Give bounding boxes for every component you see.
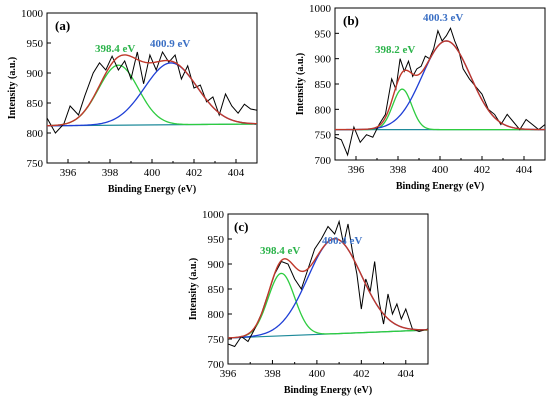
- y-tick-label: 900: [27, 68, 44, 80]
- y-tick-label: 950: [27, 38, 44, 50]
- panel-label: (b): [343, 13, 359, 28]
- y-tick-label: 850: [315, 79, 332, 91]
- x-tick-label: 400: [144, 167, 161, 179]
- x-tick-label: 396: [220, 368, 237, 380]
- y-axis-label: Intensity (a.u.): [188, 258, 199, 321]
- y-tick-label: 850: [27, 98, 44, 110]
- y-tick-label: 950: [315, 28, 332, 40]
- x-tick-label: 402: [353, 368, 370, 380]
- x-tick-label: 400: [309, 368, 326, 380]
- y-tick-label: 700: [315, 155, 332, 167]
- y-tick-label: 1000: [202, 209, 225, 221]
- peak-label: 400.3 eV: [423, 12, 463, 24]
- panel-b: 396 398 400 402 404 700 750 800 850 900 950 1000 Bin…: [295, 3, 546, 192]
- y-tick-label: 750: [27, 158, 44, 170]
- raw-data-line: [335, 27, 545, 157]
- y-axis-label: Intensity (a.u.): [7, 57, 18, 120]
- panel-c: 396 398 400 402 404 700 750 800 850 900 950 1000 Bin…: [188, 209, 429, 396]
- component-peak-pyridinic: [228, 272, 428, 339]
- y-tick-label: 950: [208, 234, 225, 246]
- x-tick-label: 400: [432, 164, 449, 176]
- x-tick-label: 404: [228, 167, 245, 179]
- peak-label: 398.2 eV: [375, 44, 415, 56]
- x-tick-label: 404: [516, 164, 533, 176]
- y-tick-label: 900: [315, 54, 332, 66]
- y-tick-label: 1000: [309, 3, 332, 15]
- y-tick-label: 700: [208, 359, 225, 371]
- plot-frame: [334, 7, 546, 161]
- x-axis-label: Binding Energy (eV): [396, 181, 484, 192]
- peak-label: 398.4 eV: [95, 43, 135, 55]
- x-tick-label: 396: [348, 164, 365, 176]
- x-tick-label: 404: [398, 368, 415, 380]
- fit-envelope-line: [47, 54, 257, 127]
- fit-envelope-line: [335, 40, 545, 131]
- fit-envelope-line: [228, 238, 428, 339]
- y-tick-label: 800: [208, 309, 225, 321]
- y-tick-label: 750: [315, 130, 332, 142]
- panel-a: 396 398 400 402 404 750 800 850 900 950 1000 Bindin…: [7, 8, 258, 195]
- peak-label: 400.4 eV: [322, 235, 362, 247]
- x-tick-label: 402: [474, 164, 491, 176]
- y-tick-label: 900: [208, 259, 225, 271]
- x-tick-label: 398: [390, 164, 407, 176]
- y-tick-label: 800: [315, 104, 332, 116]
- raw-data-line: [47, 50, 257, 134]
- x-tick-label: 402: [186, 167, 203, 179]
- panel-label: (a): [55, 18, 70, 33]
- peak-label: 400.9 eV: [150, 38, 190, 50]
- x-tick-label: 396: [60, 167, 77, 179]
- x-axis-label: Binding Energy (eV): [108, 184, 196, 195]
- x-tick-label: 398: [264, 368, 281, 380]
- x-axis-label: Binding Energy (eV): [284, 385, 372, 396]
- peak-label: 398.4 eV: [260, 245, 300, 257]
- plot-frame: [46, 12, 258, 164]
- y-tick-label: 750: [208, 334, 225, 346]
- component-peak-pyrrolic: [335, 40, 545, 131]
- y-tick-label: 800: [27, 128, 44, 140]
- y-axis-label: Intensity (a.u.): [295, 53, 306, 116]
- y-tick-label: 850: [208, 284, 225, 296]
- panel-label: (c): [234, 219, 248, 234]
- y-tick-label: 1000: [21, 8, 44, 20]
- x-tick-label: 398: [102, 167, 119, 179]
- component-peak-pyridinic: [335, 88, 545, 131]
